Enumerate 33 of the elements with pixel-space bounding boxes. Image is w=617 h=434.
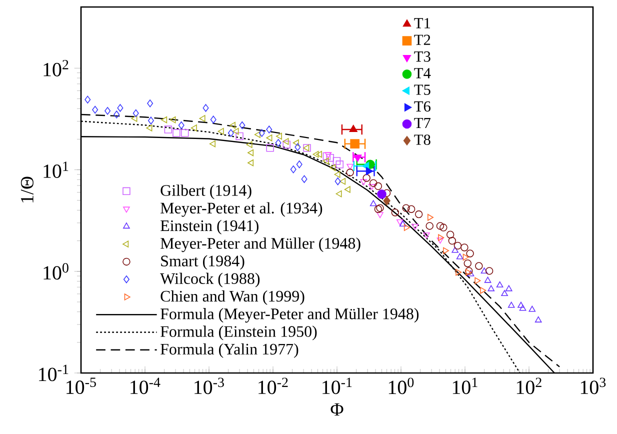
- legend-label: Chien and Wan (1999): [160, 290, 304, 305]
- legend-label: T6: [414, 101, 430, 112]
- legend-label: Formula (Meyer-Peter and Müller 1948): [160, 308, 419, 323]
- x-axis-title: Φ: [330, 403, 344, 416]
- y-tick-label: 10$^{2}$: [44, 60, 68, 76]
- legend-label: T7: [414, 118, 430, 128]
- x-tick-label: 10$^{-2}$: [258, 378, 288, 394]
- x-tick-label: 10$^{3}$: [580, 378, 606, 394]
- legend-label: T1: [414, 18, 430, 28]
- y-axis-title: 1/Θ: [20, 176, 34, 202]
- x-tick-label: 10$^{0}$: [388, 378, 414, 394]
- y-tick-label: 10$^{0}$: [44, 263, 68, 280]
- legend-label: T3: [414, 51, 430, 62]
- legend-label: Wilcock (1988): [160, 272, 260, 288]
- x-tick-label: 10$^{-3}$: [194, 378, 224, 394]
- legend-label: T8: [414, 134, 430, 145]
- legend-label: T2: [414, 34, 430, 45]
- legend-label: Smart (1984): [161, 255, 244, 270]
- x-tick-label: 10$^{-4}$: [130, 378, 160, 394]
- legend-label: Einstein (1941): [160, 220, 258, 234]
- x-tick-label: 10$^{2}$: [516, 378, 542, 394]
- y-tick-label: 10$^{1}$: [44, 162, 68, 178]
- y-tick-label: 10$^{-1}$: [39, 364, 68, 382]
- legend-label: Formula (Yalin 1977): [160, 343, 298, 358]
- legend-label: Formula (Einstein 1950): [160, 326, 317, 340]
- legend-label: Meyer-Peter et al. (1934): [160, 202, 322, 217]
- x-tick-label: 10$^{-1}$: [322, 378, 352, 394]
- legend-label: Meyer-Peter and Müller (1948): [160, 238, 360, 252]
- legend-label: Gilbert (1914): [160, 184, 252, 200]
- x-tick-label: 10$^{1}$: [452, 378, 478, 394]
- legend-label: T4: [414, 68, 431, 78]
- x-tick-label: 10$^{-5}$: [66, 378, 96, 394]
- legend-label: T5: [414, 84, 430, 95]
